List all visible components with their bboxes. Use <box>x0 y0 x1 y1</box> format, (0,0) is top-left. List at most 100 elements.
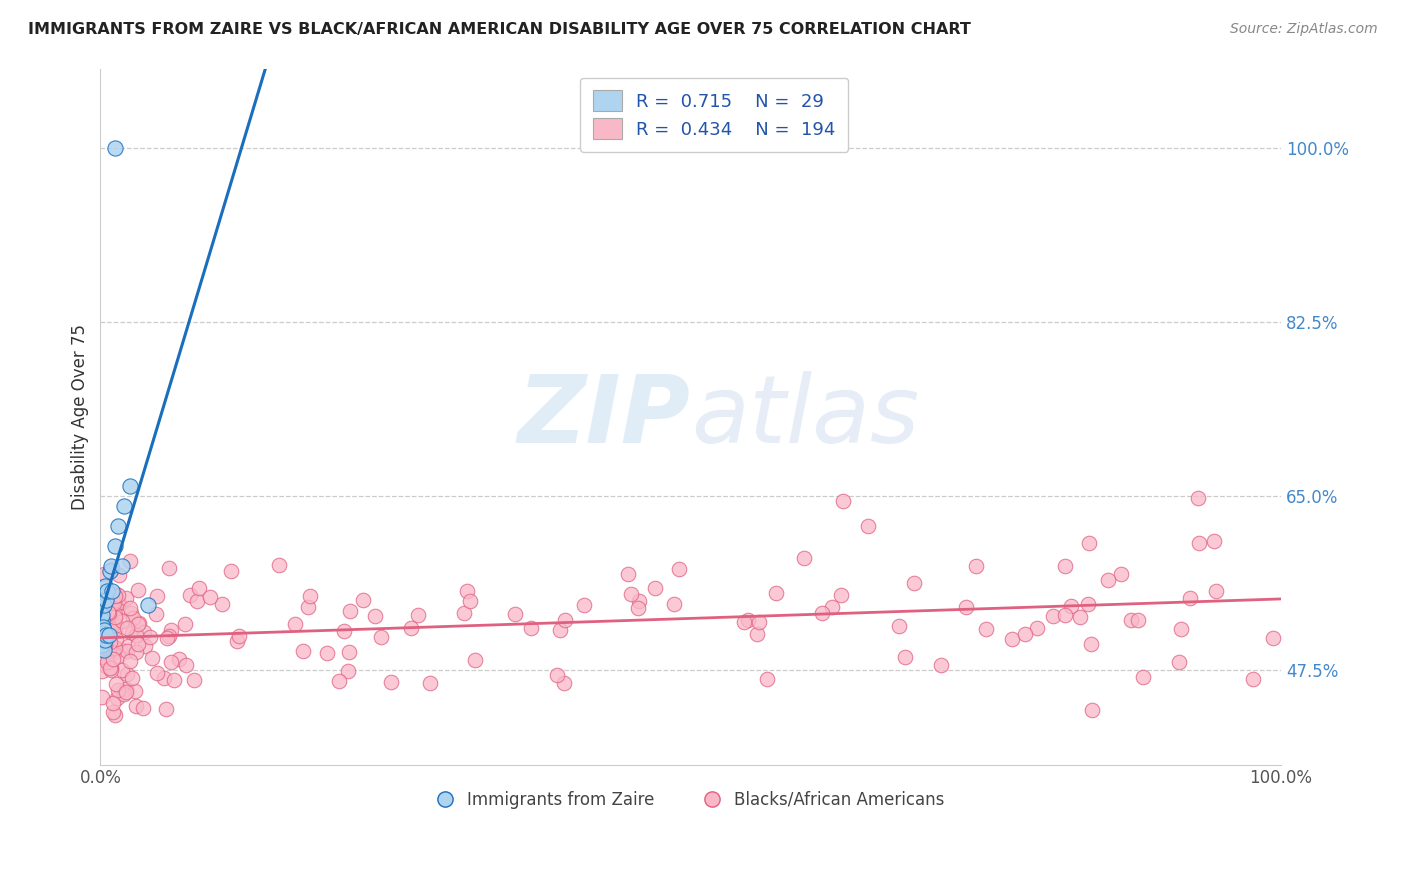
Point <box>198 590 221 604</box>
Point <box>406 608 429 623</box>
Point <box>91 690 114 704</box>
Point <box>107 683 129 698</box>
Point <box>219 564 242 578</box>
Point <box>90 585 112 599</box>
Point <box>856 519 879 533</box>
Point <box>91 632 114 647</box>
Point <box>1042 609 1064 624</box>
Point <box>737 613 759 627</box>
Point <box>1054 608 1077 623</box>
Point <box>1081 703 1104 717</box>
Point <box>1205 583 1227 598</box>
Point <box>101 652 124 666</box>
Point <box>503 607 526 621</box>
Point <box>965 559 987 574</box>
Point <box>226 633 249 648</box>
Point <box>211 598 233 612</box>
Point <box>1097 573 1119 587</box>
Point <box>1119 613 1142 627</box>
Point <box>101 646 124 660</box>
Point <box>104 707 127 722</box>
Point <box>117 639 139 653</box>
Point <box>101 705 124 719</box>
Point <box>380 675 402 690</box>
Point <box>1241 672 1264 686</box>
Point <box>1025 621 1047 635</box>
Point <box>91 622 114 636</box>
Point <box>1077 597 1099 611</box>
Point <box>98 644 121 658</box>
Point <box>103 594 125 608</box>
Point <box>894 650 917 665</box>
Point <box>155 702 177 716</box>
Point <box>110 615 132 629</box>
Point <box>98 641 121 656</box>
Point <box>352 593 374 607</box>
Point <box>929 657 952 672</box>
Point <box>104 622 127 636</box>
Point <box>163 673 186 687</box>
Point <box>90 628 112 642</box>
Point <box>115 621 138 635</box>
Point <box>104 610 127 624</box>
Point <box>93 638 115 652</box>
Point <box>96 628 118 642</box>
Point <box>887 618 910 632</box>
Point <box>520 621 543 635</box>
Point <box>103 539 125 553</box>
Point <box>157 629 180 643</box>
Point <box>115 682 138 697</box>
Point <box>765 586 787 600</box>
Point <box>339 604 361 618</box>
Point <box>955 600 977 615</box>
Point <box>90 613 112 627</box>
Point <box>748 615 770 630</box>
Point <box>620 587 643 601</box>
Point <box>94 578 117 592</box>
Y-axis label: Disability Age Over 75: Disability Age Over 75 <box>72 324 89 509</box>
Point <box>100 663 122 677</box>
Point <box>112 687 135 701</box>
Point <box>179 588 201 602</box>
Point <box>110 558 132 573</box>
Point <box>127 582 149 597</box>
Point <box>903 576 925 591</box>
Point <box>337 665 360 679</box>
Point <box>94 598 117 612</box>
Point <box>117 644 139 658</box>
Point <box>91 608 114 623</box>
Point <box>127 637 149 651</box>
Point <box>108 596 131 610</box>
Point <box>644 581 666 595</box>
Point <box>464 653 486 667</box>
Point <box>100 661 122 675</box>
Point <box>90 664 112 678</box>
Point <box>228 629 250 643</box>
Point <box>91 626 114 640</box>
Point <box>96 655 118 669</box>
Point <box>1204 533 1226 548</box>
Point <box>90 630 112 644</box>
Point <box>90 624 112 638</box>
Legend: Immigrants from Zaire, Blacks/African Americans: Immigrants from Zaire, Blacks/African Am… <box>430 784 952 815</box>
Point <box>100 558 122 573</box>
Text: ZIP: ZIP <box>517 370 690 463</box>
Point <box>1054 559 1077 574</box>
Point <box>160 623 183 637</box>
Point <box>1060 599 1083 614</box>
Point <box>98 661 121 675</box>
Point <box>104 641 127 656</box>
Point <box>107 519 129 533</box>
Point <box>122 610 145 624</box>
Point <box>98 605 121 619</box>
Point <box>124 628 146 642</box>
Point <box>107 649 129 664</box>
Point <box>96 636 118 650</box>
Point <box>93 638 115 652</box>
Point <box>1188 536 1211 550</box>
Point <box>94 633 117 648</box>
Point <box>1132 669 1154 683</box>
Point <box>94 659 117 673</box>
Point <box>1261 631 1284 645</box>
Point <box>107 567 129 582</box>
